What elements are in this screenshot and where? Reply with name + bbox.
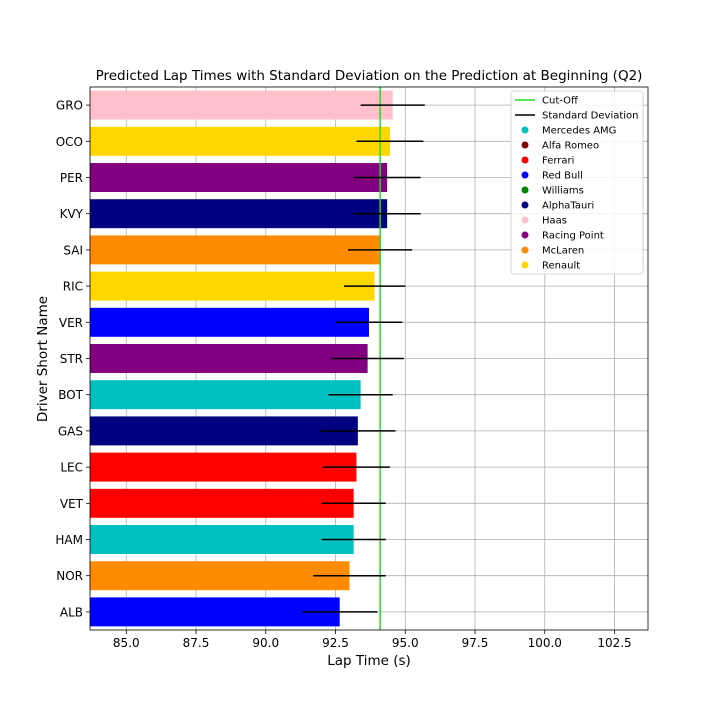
y-tick-label: ALB (60, 605, 83, 619)
legend-label: Renault (542, 261, 580, 272)
bar-layer (90, 90, 393, 627)
y-tick-label: NOR (56, 569, 83, 583)
y-tick-label: VET (60, 497, 84, 511)
x-tick-label: 85.0 (113, 636, 140, 650)
legend-swatch (521, 216, 529, 224)
bar-kvy (90, 199, 388, 229)
legend-box (510, 90, 644, 275)
x-tick-label: 95.0 (392, 636, 419, 650)
bar-gro (90, 90, 393, 120)
x-tick-label: 100.0 (528, 636, 562, 650)
y-tick-label: KVY (60, 207, 84, 221)
bar-ham (90, 525, 354, 554)
chart-title: Predicted Lap Times with Standard Deviat… (96, 68, 643, 84)
y-axis-label: Driver Short Name (35, 296, 51, 422)
y-tick-label: BOT (58, 388, 83, 402)
legend-swatch (521, 171, 529, 179)
legend-label: Red Bull (542, 171, 583, 182)
bar-bot (90, 380, 361, 410)
legend-swatch (521, 231, 529, 239)
error-bar-layer (302, 104, 425, 613)
legend-label: Racing Point (542, 231, 604, 242)
x-axis-label: Lap Time (s) (327, 653, 411, 669)
legend-label: Ferrari (542, 156, 574, 167)
legend-swatch (521, 126, 529, 134)
bar-nor (90, 561, 350, 591)
bar-per (90, 163, 388, 192)
legend-swatch (521, 156, 529, 164)
bar-oco (90, 126, 390, 156)
legend-swatch (521, 201, 529, 209)
legend-swatch (521, 246, 529, 254)
x-tick-label: 92.5 (322, 636, 349, 650)
legend-swatch (521, 186, 529, 194)
legend-label: Williams (542, 186, 584, 197)
y-tick-label: HAM (55, 533, 83, 547)
legend: Cut-Off Standard Deviation Mercedes AMG Alf… (510, 90, 644, 275)
y-tick-label: GAS (58, 424, 83, 438)
legend-label: McLaren (542, 246, 584, 257)
y-tick-label: RIC (63, 280, 83, 294)
legend-label: Mercedes AMG (542, 126, 616, 137)
plot-frame (89, 86, 649, 631)
bar-str (90, 344, 368, 373)
legend-label: Standard Deviation (542, 111, 639, 122)
y-tick-label: STR (60, 352, 83, 366)
y-tick-label: LEC (60, 461, 83, 475)
x-tick-label: 90.0 (252, 636, 279, 650)
y-tick-label: GRO (56, 99, 83, 113)
y-tick-label: OCO (56, 135, 83, 149)
legend-swatch (521, 261, 529, 269)
axis-layer: 85.0 87.5 90.0 92.5 95.0 97.5 100.0 102.5 ALB NOR… (55, 86, 649, 650)
bar-sai (90, 235, 381, 265)
legend-label: Haas (542, 216, 567, 227)
y-tick-label: PER (60, 171, 83, 185)
legend-swatch (521, 141, 529, 149)
legend-label: Alfa Romeo (542, 141, 599, 152)
legend-label: AlphaTauri (542, 201, 594, 212)
x-tick-label: 87.5 (183, 636, 210, 650)
bar-vet (90, 488, 354, 518)
bar-ver (90, 307, 369, 337)
bar-alb (90, 597, 340, 627)
bar-gas (90, 416, 358, 446)
bar-ric (90, 271, 375, 301)
legend-label: Cut-Off (542, 96, 579, 107)
y-tick-label: VER (59, 316, 83, 330)
x-tick-label: 102.5 (597, 636, 631, 650)
bar-lec (90, 452, 357, 482)
y-tick-label: SAI (63, 243, 83, 257)
x-tick-label: 97.5 (462, 636, 489, 650)
